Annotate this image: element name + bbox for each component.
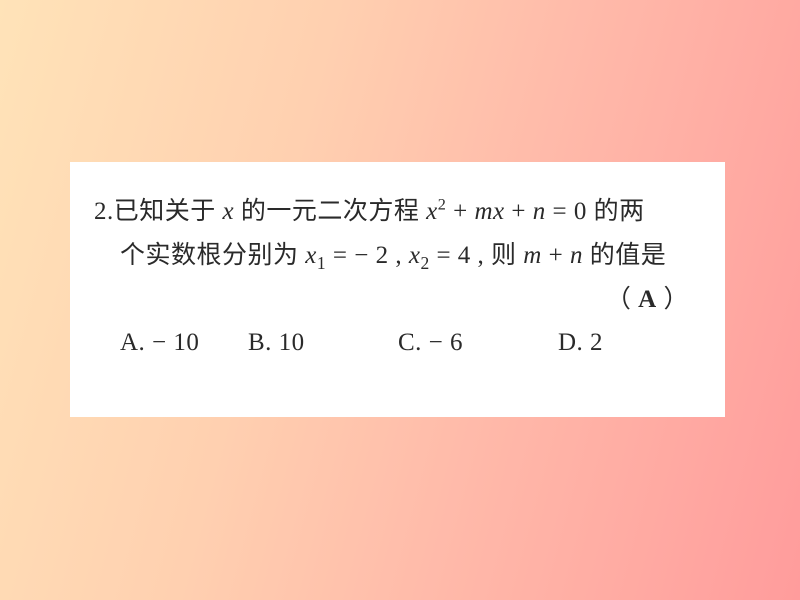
- question-line-1: 2.已知关于 x 的一元二次方程 x2 + mx + n = 0 的两: [94, 190, 701, 234]
- text-segment: 的值是: [583, 242, 666, 269]
- question-line-2: 个实数根分别为 x1 = − 2 , x2 = 4 , 则 m + n 的值是: [94, 234, 701, 278]
- paren-open: （: [606, 286, 638, 313]
- equation-eq0: = 0: [546, 198, 587, 225]
- subscript-1: 1: [317, 253, 326, 273]
- answer-letter: A: [638, 286, 657, 313]
- choice-b: B. 10: [248, 321, 398, 365]
- text-segment: = − 2 ,: [326, 242, 409, 269]
- text-segment: = 4 , 则: [430, 242, 524, 269]
- question-card: 2.已知关于 x 的一元二次方程 x2 + mx + n = 0 的两 个实数根…: [70, 162, 725, 417]
- variable-x1: x: [305, 242, 317, 269]
- plus-sign: +: [542, 242, 570, 269]
- question-number: 2.: [94, 198, 114, 225]
- variable-x2: x: [409, 242, 421, 269]
- text-segment: 已知关于: [114, 198, 223, 225]
- equation-plus: +: [446, 198, 474, 225]
- choice-d: D. 2: [558, 321, 658, 365]
- text-segment: 个实数根分别为: [120, 242, 305, 269]
- answer-line: （ A ）: [94, 278, 701, 322]
- paren-close: ）: [657, 286, 689, 313]
- choice-a: A. − 10: [120, 321, 248, 365]
- equation-plus: +: [505, 198, 533, 225]
- choice-c: C. − 6: [398, 321, 558, 365]
- text-segment: 的一元二次方程: [234, 198, 426, 225]
- variable-x: x: [223, 198, 235, 225]
- variable-m: m: [523, 242, 542, 269]
- variable-n: n: [570, 242, 583, 269]
- choices-row: A. − 10 B. 10 C. − 6 D. 2: [94, 321, 701, 365]
- equation-n: n: [533, 198, 546, 225]
- subscript-2: 2: [420, 253, 429, 273]
- equation-x: x: [426, 198, 438, 225]
- equation-mx: mx: [474, 198, 504, 225]
- text-segment: 的两: [587, 198, 645, 225]
